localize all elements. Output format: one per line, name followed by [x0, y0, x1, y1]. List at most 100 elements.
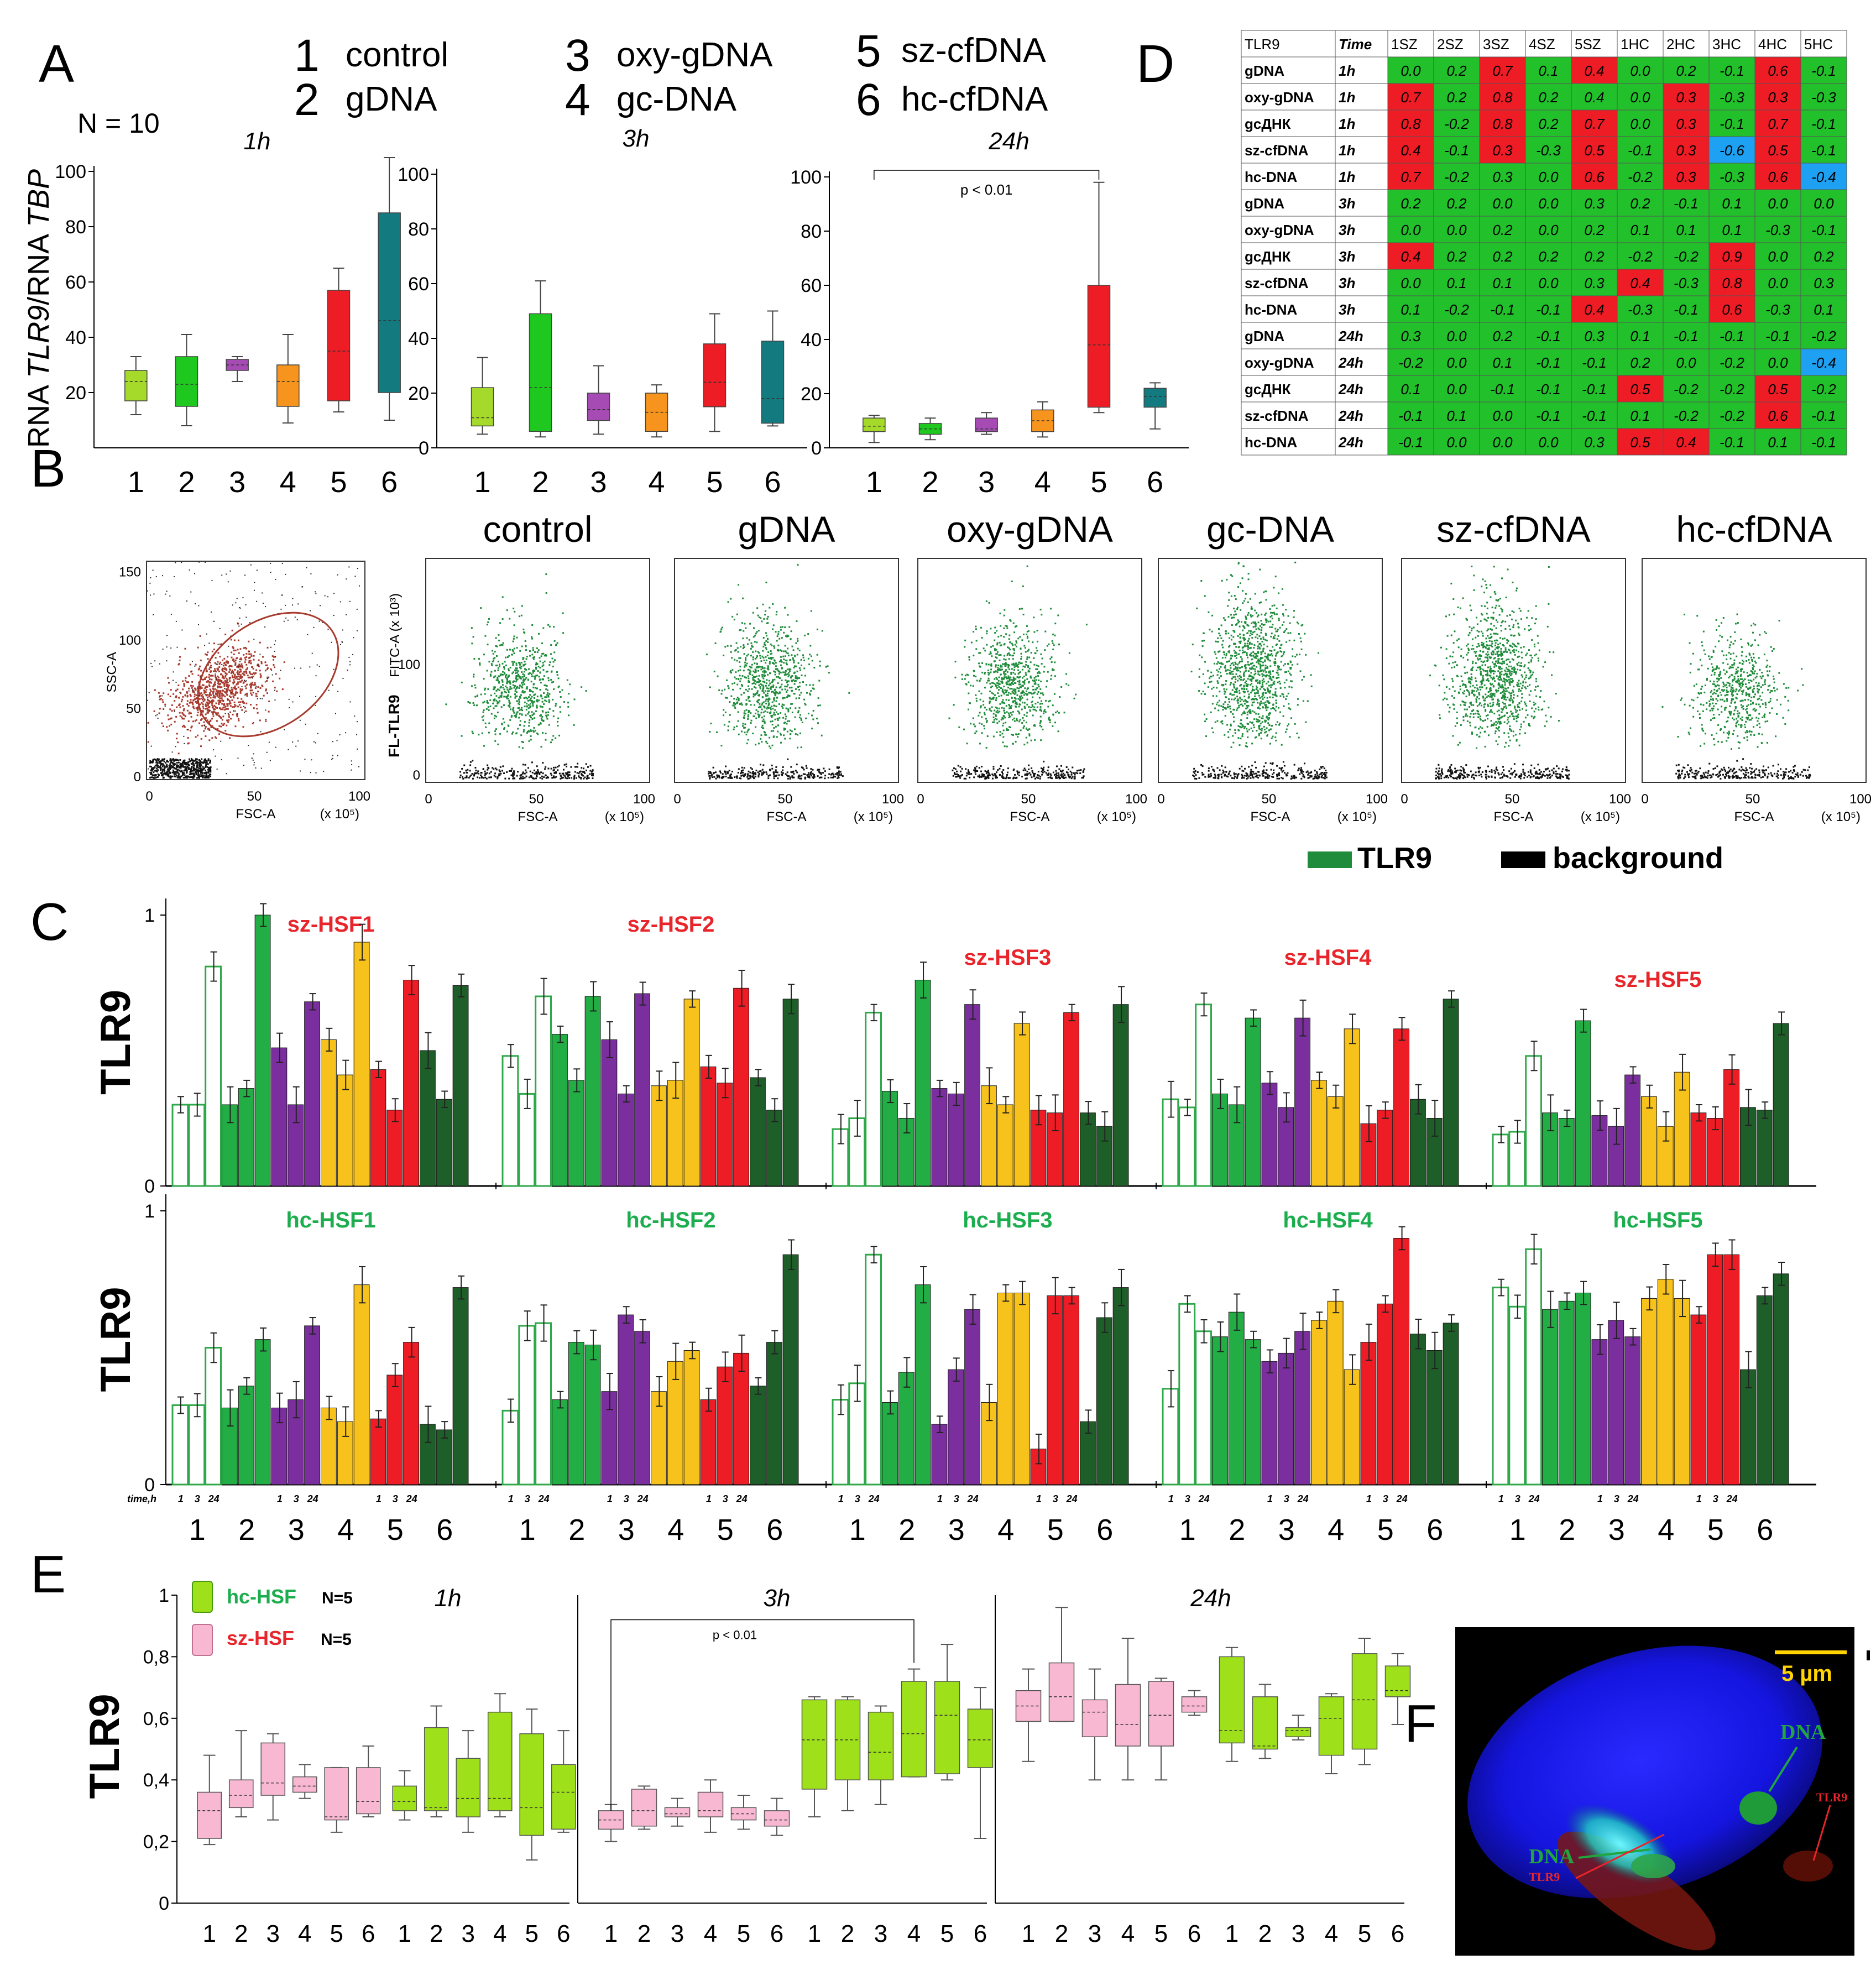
background-event: [499, 766, 501, 768]
background-event: [748, 777, 750, 780]
gated-event: [176, 688, 179, 691]
tlr9-event: [819, 665, 821, 667]
gated-event: [197, 712, 199, 714]
gated-event: [215, 690, 217, 692]
tlr9-event: [537, 666, 540, 668]
background-event: [579, 770, 582, 772]
gated-event: [210, 697, 212, 699]
gated-event: [227, 687, 229, 689]
background-event: [478, 772, 480, 775]
tlr9-event: [1027, 665, 1030, 667]
tlr9-event: [538, 699, 540, 702]
background-event: [742, 771, 744, 774]
ungated-event: [295, 745, 297, 747]
tlr9-event: [1026, 656, 1028, 659]
tlr9-event: [733, 698, 735, 700]
table-cell-text: hc-DNA: [1245, 301, 1298, 318]
background-event: [552, 776, 555, 778]
tlr9-event: [808, 692, 811, 694]
tlr9-event: [752, 733, 754, 735]
debris-event: [184, 776, 186, 778]
debris-event: [201, 772, 203, 774]
tlr9-event: [506, 680, 509, 682]
table-cell-text: 1h: [1339, 116, 1355, 132]
tlr9-event: [472, 732, 474, 734]
debris-event: [164, 772, 166, 774]
tlr9-event: [508, 681, 510, 683]
x-tick-label: 0: [673, 792, 681, 807]
tlr9-event: [760, 660, 762, 662]
background-event: [824, 775, 827, 777]
gated-event: [232, 682, 234, 684]
tlr9-event: [771, 714, 774, 717]
ungated-event: [307, 634, 309, 635]
tlr9-event: [818, 680, 821, 682]
tlr9-event: [716, 731, 718, 733]
tlr9-event: [477, 694, 479, 697]
debris-event: [180, 762, 182, 765]
tlr9-event: [771, 724, 774, 726]
tlr9-event: [761, 708, 763, 710]
table-cell-text: 0.1: [1630, 407, 1650, 424]
gated-event: [241, 689, 243, 692]
tlr9-event: [783, 722, 786, 724]
table-cell: [1800, 189, 1847, 217]
gated-event: [217, 668, 220, 670]
background-event: [553, 766, 555, 769]
ungated-event: [245, 616, 247, 618]
tlr9-event: [1030, 676, 1032, 678]
tlr9-event: [1012, 734, 1014, 736]
tlr9-event: [500, 696, 503, 698]
debris-event: [154, 759, 156, 761]
tlr9-event: [729, 701, 731, 703]
background-event: [537, 772, 539, 774]
table-cell-text: -0.2: [1628, 169, 1653, 185]
background-event: [749, 775, 751, 777]
y-tick-label: 80: [801, 221, 822, 242]
tlr9-event: [770, 658, 772, 660]
gated-event: [198, 667, 200, 670]
tlr9-event: [757, 666, 760, 668]
ungated-event: [356, 721, 358, 723]
tlr9-event: [771, 744, 774, 746]
tlr9-event: [1046, 680, 1048, 682]
tlr9-event: [513, 710, 515, 712]
debris-event: [161, 771, 164, 773]
tlr9-event: [734, 707, 736, 709]
legend-label: gc-DNA: [616, 80, 737, 118]
tlr9-event: [1008, 717, 1010, 719]
tlr9-event: [467, 701, 469, 703]
background-event: [510, 770, 512, 772]
ylabel-part: TBP: [22, 169, 55, 227]
tlr9-event: [1014, 663, 1016, 665]
tlr9-event: [529, 688, 531, 691]
tlr9-event: [1004, 655, 1006, 657]
tlr9-event: [534, 676, 536, 678]
gated-event: [190, 699, 192, 701]
ungated-event: [266, 678, 268, 680]
gated-event: [202, 710, 204, 713]
table-cell: [1800, 401, 1847, 429]
gated-event: [221, 677, 223, 679]
tlr9-event: [795, 680, 797, 682]
debris-event: [198, 763, 201, 765]
tlr9-event: [979, 652, 981, 654]
gated-event: [224, 676, 227, 678]
tlr9-event: [1037, 675, 1039, 677]
ungated-event: [274, 699, 276, 701]
tlr9-event: [527, 713, 529, 715]
background-event: [837, 777, 839, 779]
gated-event: [275, 673, 277, 675]
tlr9-event: [1049, 699, 1051, 702]
tlr9-event: [753, 636, 755, 638]
table-cell-text: -0.1: [1536, 328, 1561, 344]
tlr9-event: [788, 674, 790, 676]
tlr9-event: [741, 597, 744, 599]
tlr9-event: [964, 646, 966, 648]
debris-event: [190, 776, 192, 778]
tlr9-event: [1007, 646, 1009, 649]
tlr9-event: [1016, 645, 1018, 647]
debris-event: [175, 759, 177, 761]
